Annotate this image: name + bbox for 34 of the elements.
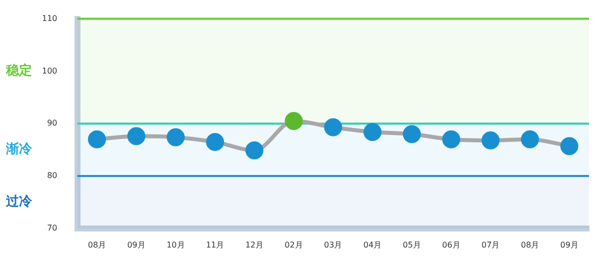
x-tick-label: 05月: [402, 240, 421, 250]
point: [482, 131, 500, 150]
x-tick-label: 12月: [245, 240, 264, 250]
point: [442, 130, 460, 148]
x-tick-label: 08月: [88, 240, 106, 250]
point: [324, 118, 342, 136]
y-tick-label: 80: [47, 171, 58, 180]
x-tick-label: 09月: [127, 240, 146, 250]
x-tick-label: 10月: [166, 240, 185, 250]
x-tick-label: 04月: [363, 240, 382, 250]
x-tick-label: 11月: [206, 240, 224, 250]
x-tick-label: 08月: [520, 240, 540, 250]
band-label: 渐冷: [5, 142, 33, 158]
point: [364, 122, 382, 141]
point: [166, 128, 185, 146]
y-tick-label: 90: [47, 118, 58, 128]
x-tick-label: 02月: [284, 240, 303, 250]
point: [284, 112, 303, 130]
x-tick-label: 03月: [324, 240, 342, 250]
x-tick-label: 09月: [560, 240, 578, 250]
x-tick-label: 07月: [481, 240, 500, 250]
x-tick-label: 06月: [442, 240, 460, 250]
point: [88, 130, 106, 148]
point: [245, 141, 264, 160]
y-tick-label: 100: [42, 66, 58, 76]
band-label: 稳定: [5, 62, 32, 79]
point: [560, 137, 578, 156]
y-tick-label: 70: [47, 223, 58, 232]
point: [127, 127, 146, 146]
point: [520, 130, 539, 148]
y-tick-label: 110: [42, 14, 58, 23]
point: [206, 132, 224, 151]
point: [402, 125, 421, 144]
band-label: 过冷: [5, 194, 33, 210]
